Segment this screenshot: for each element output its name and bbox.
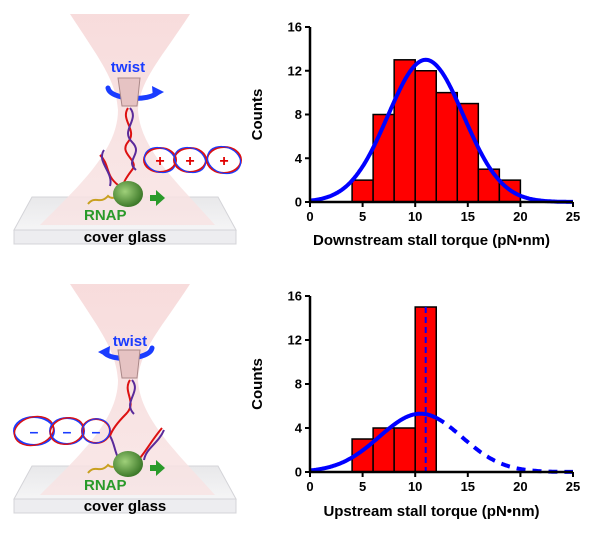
direction-arrow-icon: [150, 190, 165, 206]
y-tick-label: 12: [288, 333, 302, 348]
plus-sign: +: [219, 153, 228, 170]
minus-sign: –: [63, 424, 72, 441]
x-tick-label: 15: [461, 209, 475, 224]
x-tick-label: 0: [306, 209, 313, 224]
histogram-upstream: 0 4 8 12 16 0 5 10 15 20 25 Upstream stall torque (…: [249, 289, 580, 521]
twist-label: twist: [111, 59, 145, 76]
cover-glass-label: cover glass: [84, 498, 167, 515]
histogram-bar: [414, 70, 437, 203]
x-axis-label: Downstream stall torque (pN•nm): [313, 232, 550, 249]
x-axis-label: Upstream stall torque (pN•nm): [323, 503, 539, 520]
x-tick-label: 25: [566, 209, 580, 224]
bead-icon: [117, 349, 141, 379]
y-tick-label: 8: [295, 377, 302, 392]
x-tick-label: 20: [513, 209, 527, 224]
illustration-upstream: twist – – – RNAP cover glass: [13, 284, 237, 515]
positive-supercoils: + + +: [143, 145, 242, 175]
minus-sign: –: [30, 424, 39, 441]
gaussian-fit-extrapolation: [435, 416, 573, 474]
histogram-bar: [435, 91, 459, 203]
twist-label: twist: [113, 333, 147, 350]
y-tick-label: 16: [288, 289, 302, 304]
y-tick-label: 16: [288, 20, 302, 35]
y-tick-label: 4: [295, 151, 303, 166]
minus-sign: –: [92, 424, 101, 441]
x-tick-label: 20: [513, 479, 527, 494]
y-tick-label: 4: [295, 421, 303, 436]
gaussian-fit-curve: [309, 57, 573, 204]
x-tick-label: 10: [408, 209, 422, 224]
rnap-label: RNAP: [84, 477, 127, 494]
histogram-bar: [393, 427, 416, 473]
gaussian-fit-curve: [309, 411, 438, 473]
histogram-downstream: 0 4 8 12 16 0 5 10 15 20 25 Downstream stall torque…: [249, 20, 580, 250]
bead-icon: [117, 77, 141, 107]
y-tick-label: 8: [295, 107, 302, 122]
negative-supercoils: – – –: [13, 415, 111, 447]
x-tick-label: 15: [461, 479, 475, 494]
y-tick-label: 0: [295, 465, 302, 480]
y-axis-label: Counts: [249, 358, 266, 410]
y-axis-label: Counts: [249, 89, 266, 141]
x-tick-label: 5: [359, 209, 366, 224]
direction-arrow-icon: [150, 460, 165, 476]
illustration-downstream: twist + + + RNAP cover glass: [13, 14, 242, 246]
rnap-label: RNAP: [84, 207, 127, 224]
rnap-protein: [113, 451, 143, 477]
plus-sign: +: [185, 153, 194, 170]
y-tick-label: 0: [295, 195, 302, 210]
plus-sign: +: [155, 153, 164, 170]
histogram-bar: [351, 179, 374, 203]
cover-glass-label: cover glass: [84, 229, 167, 246]
histogram-bar: [456, 102, 480, 203]
rnap-protein: [113, 181, 143, 207]
x-tick-label: 10: [408, 479, 422, 494]
x-tick-label: 5: [359, 479, 366, 494]
y-tick-label: 12: [288, 63, 302, 78]
x-tick-label: 0: [306, 479, 313, 494]
x-tick-label: 25: [566, 479, 580, 494]
